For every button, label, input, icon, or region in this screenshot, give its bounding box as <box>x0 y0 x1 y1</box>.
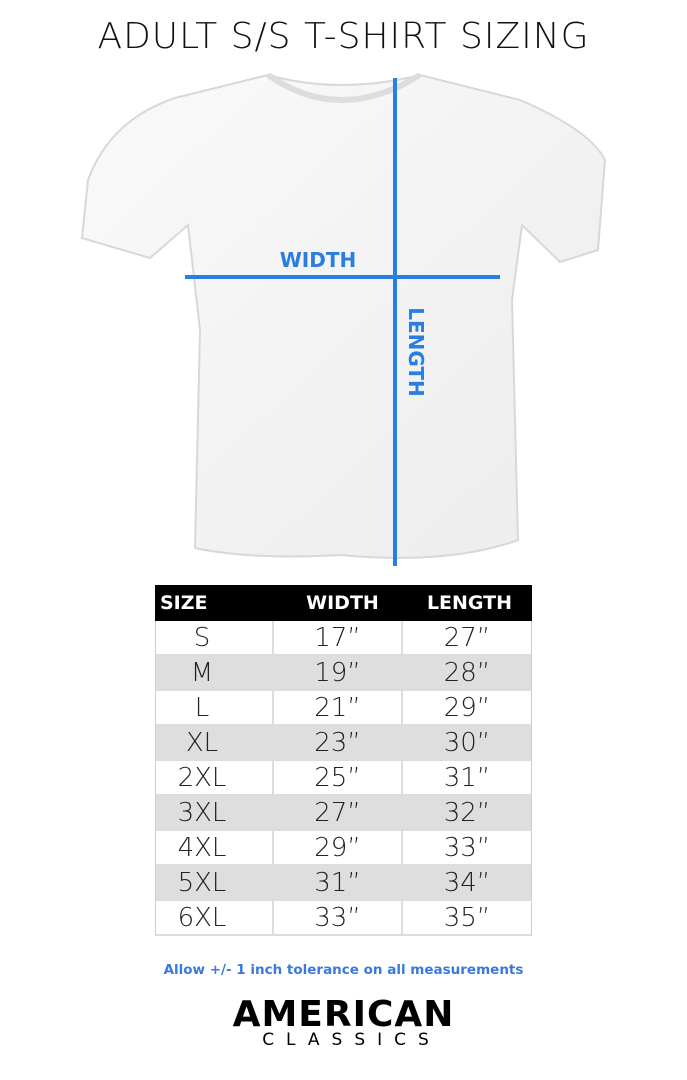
tshirt-icon <box>80 73 607 559</box>
table-header: SIZE WIDTH LENGTH <box>155 585 532 621</box>
page-title: ADULT S/S T-SHIRT SIZING <box>97 16 590 57</box>
logo-classics: CLASSICS <box>262 1030 441 1050</box>
width-cell: 17” <box>274 621 403 654</box>
length-cell: 31” <box>443 762 491 793</box>
length-label: LENGTH <box>404 307 428 397</box>
width-cell: 21” <box>274 691 403 724</box>
size-cell: XL <box>156 726 274 759</box>
table-row: S 17” 27” <box>155 621 532 656</box>
logo-american: AMERICAN <box>232 994 455 1035</box>
width-label: WIDTH <box>280 248 356 272</box>
size-cell: 6XL <box>156 901 274 934</box>
table-row: 6XL 33” 35” <box>155 901 532 936</box>
width-cell: 33” <box>274 901 403 934</box>
table-row: L 21” 29” <box>155 691 532 726</box>
size-cell: M <box>156 656 274 689</box>
table-row: 5XL 31” 34” <box>155 866 532 901</box>
width-cell: 19” <box>274 656 403 689</box>
length-cell: 30” <box>443 727 491 758</box>
tshirt-diagram: WIDTH LENGTH <box>80 72 607 566</box>
tolerance-note: Allow +/- 1 inch tolerance on all measur… <box>163 962 524 978</box>
length-cell: 29” <box>443 692 491 723</box>
width-cell: 25” <box>274 761 403 794</box>
header-length: LENGTH <box>426 592 513 614</box>
size-cell: 2XL <box>156 761 274 794</box>
length-cell: 27” <box>443 622 491 653</box>
table-row: XL 23” 30” <box>155 726 532 761</box>
length-cell: 32” <box>443 797 491 828</box>
length-cell: 28” <box>443 657 491 688</box>
size-cell: S <box>156 621 274 654</box>
header-size: SIZE <box>160 592 208 614</box>
header-width: WIDTH <box>306 592 379 614</box>
width-cell: 29” <box>274 831 403 864</box>
width-cell: 23” <box>274 726 403 759</box>
length-cell: 34” <box>443 867 491 898</box>
length-cell: 35” <box>443 902 491 933</box>
table-row: 2XL 25” 31” <box>155 761 532 796</box>
size-cell: 4XL <box>156 831 274 864</box>
table-row: M 19” 28” <box>155 656 532 691</box>
width-cell: 27” <box>274 796 403 829</box>
size-cell: 5XL <box>156 866 274 899</box>
width-cell: 31” <box>274 866 403 899</box>
size-table: SIZE WIDTH LENGTH S 17” 27” M 19” 28” L 21” 29” X… <box>155 585 532 936</box>
size-cell: L <box>156 691 274 724</box>
length-cell: 33” <box>443 832 491 863</box>
table-row: 4XL 29” 33” <box>155 831 532 866</box>
table-row: 3XL 27” 32” <box>155 796 532 831</box>
size-cell: 3XL <box>156 796 274 829</box>
